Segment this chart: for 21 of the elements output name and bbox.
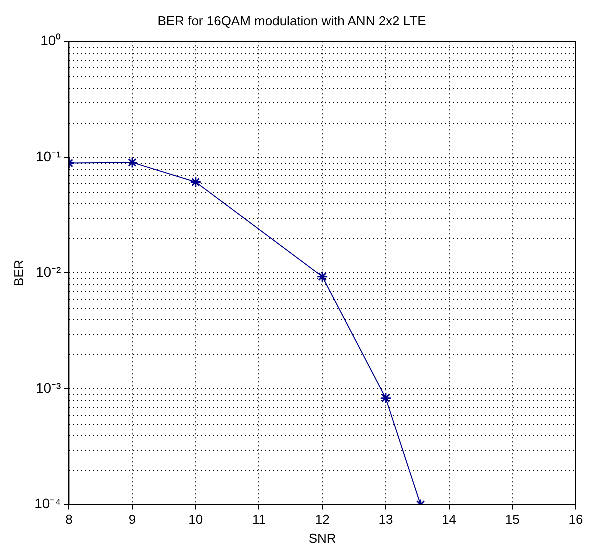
x-tick-label: 9 [128, 512, 136, 528]
x-tick-label: 11 [252, 512, 266, 528]
y-tick-label: 10⁰ [40, 32, 62, 48]
x-tick-label: 14 [442, 512, 457, 528]
point [316, 271, 328, 283]
y-axis-title: BER [11, 260, 26, 287]
x-tick-label: 12 [315, 512, 330, 528]
point [190, 176, 202, 188]
y-tick-label: 10⁻⁴ [34, 496, 62, 512]
point [380, 392, 392, 404]
x-tick-label: 15 [505, 512, 520, 528]
x-tick-label: 13 [378, 512, 394, 528]
x-tick-label: 16 [568, 512, 584, 528]
x-axis-title: SNR [308, 530, 336, 546]
y-tick-label: 10⁻² [36, 264, 62, 280]
y-tick-label: 10⁻¹ [36, 148, 62, 164]
x-tick-label: 8 [66, 512, 73, 528]
x-tick-label: 10 [188, 512, 204, 528]
chart-title: BER for 16QAM modulation with ANN 2x2 LTE [158, 13, 427, 28]
point [126, 156, 138, 168]
y-tick-label: 10⁻³ [36, 380, 62, 396]
